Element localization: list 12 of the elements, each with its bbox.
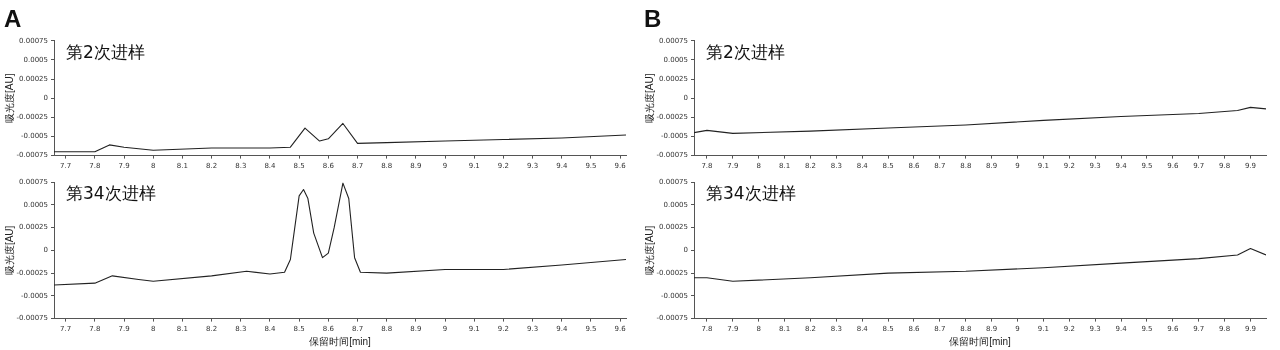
chart-title: A (4, 5, 22, 33)
y-axis-title: 吸光度[AU] (643, 225, 655, 276)
annotation: 第34次进样 (66, 183, 156, 204)
annotation: 第34次进样 (706, 183, 796, 204)
annotation: 第2次进样 (706, 41, 785, 62)
y-axis-title: 吸光度[AU] (3, 225, 15, 276)
annotation: 第2次进样 (66, 41, 145, 62)
chart-title: B (644, 5, 662, 33)
y-axis-title: 吸光度[AU] (643, 73, 655, 123)
x-axis-title: 保留时间[min] (309, 335, 372, 347)
x-axis-title: 保留时间[min] (949, 335, 1012, 347)
y-axis-title: 吸光度[AU] (3, 73, 15, 123)
